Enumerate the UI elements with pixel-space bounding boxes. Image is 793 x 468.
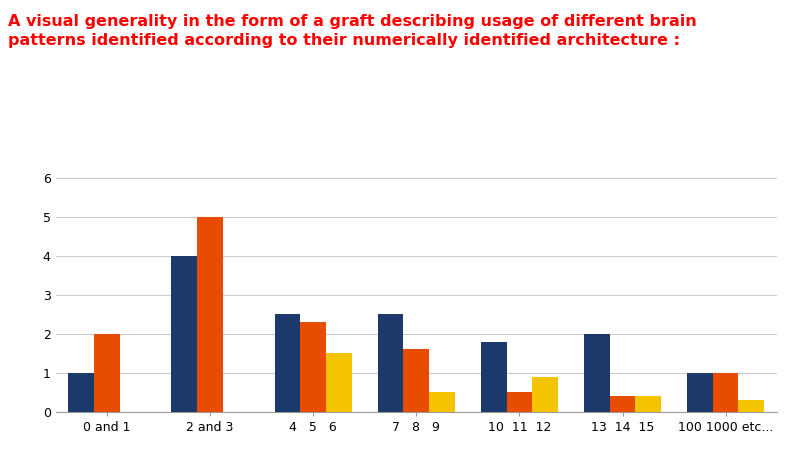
Bar bbox=[326, 353, 352, 412]
Bar bbox=[635, 396, 661, 412]
Bar bbox=[713, 373, 738, 412]
Bar bbox=[481, 342, 507, 412]
Bar bbox=[274, 314, 301, 412]
Bar bbox=[171, 256, 197, 412]
Bar bbox=[429, 392, 455, 412]
Bar bbox=[94, 334, 120, 412]
Bar bbox=[301, 322, 326, 412]
Bar bbox=[610, 396, 635, 412]
Bar bbox=[738, 400, 764, 412]
Bar bbox=[507, 392, 532, 412]
Bar bbox=[687, 373, 713, 412]
Bar bbox=[377, 314, 404, 412]
Bar bbox=[197, 217, 223, 412]
Bar bbox=[68, 373, 94, 412]
Text: A visual generality in the form of a graft describing usage of different brain
p: A visual generality in the form of a gra… bbox=[8, 14, 697, 48]
Bar bbox=[532, 377, 558, 412]
Bar bbox=[584, 334, 610, 412]
Bar bbox=[404, 350, 429, 412]
